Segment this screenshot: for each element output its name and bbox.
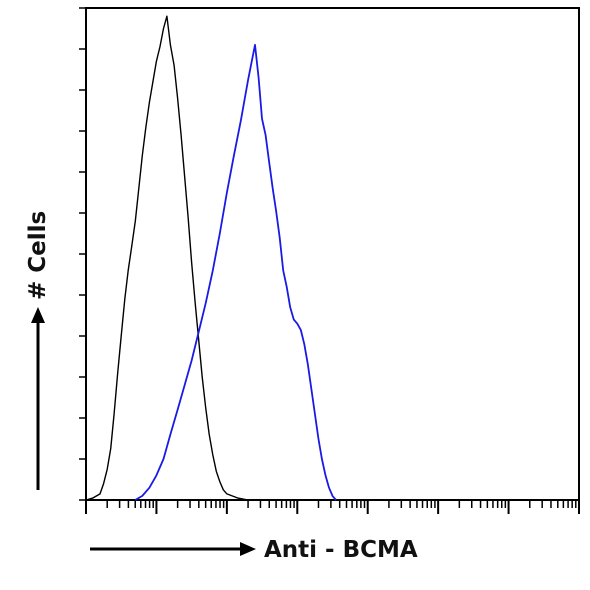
x-axis-arrow-head xyxy=(240,542,256,556)
y-axis-label: # Cells xyxy=(25,211,51,300)
series-line-1 xyxy=(85,15,249,501)
series-line-2 xyxy=(134,44,337,501)
x-axis-label: Anti - BCMA xyxy=(264,537,418,563)
x-axis-ticks xyxy=(85,500,580,514)
y-axis-arrow-head xyxy=(31,307,45,323)
series-layer xyxy=(85,15,337,501)
y-axis-ticks xyxy=(79,7,86,501)
plot-frame xyxy=(85,7,580,501)
